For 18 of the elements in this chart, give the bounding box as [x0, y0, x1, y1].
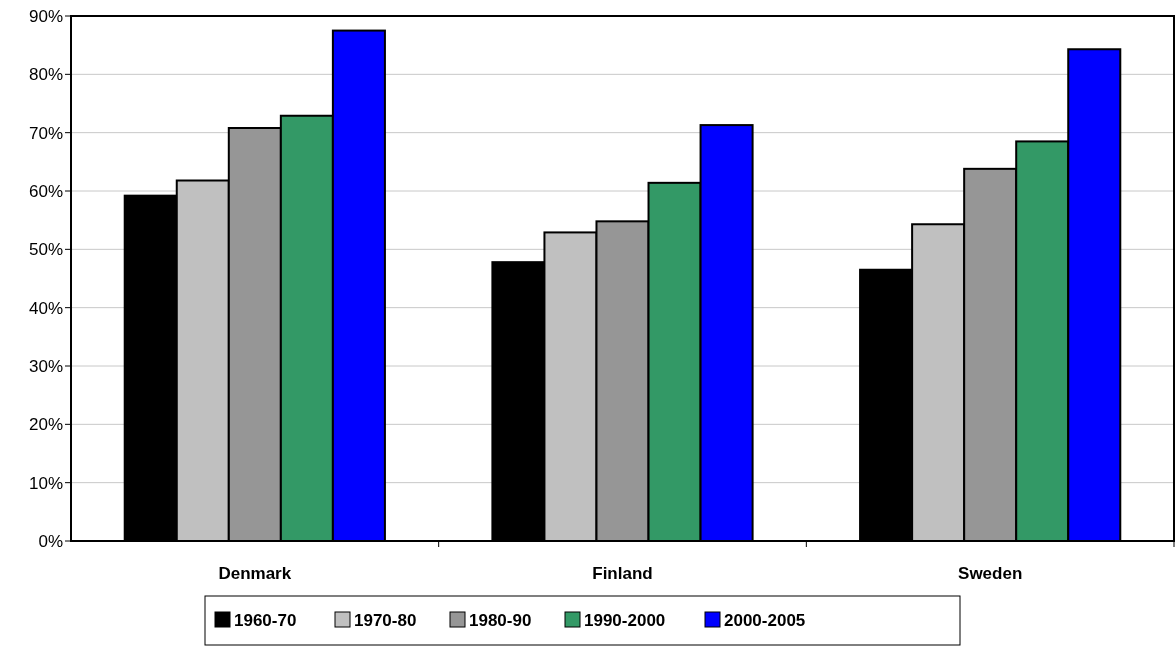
y-tick-label: 0% [38, 531, 63, 551]
legend-label: 1960-70 [234, 610, 297, 630]
y-tick-label: 10% [28, 473, 63, 493]
x-tick-label: Denmark [218, 564, 292, 583]
y-tick-label: 60% [28, 181, 63, 201]
y-tick-label: 70% [28, 123, 63, 143]
y-tick-label: 20% [28, 415, 63, 435]
y-tick-label: 90% [28, 6, 63, 26]
y-tick-label: 30% [28, 356, 63, 376]
y-tick-label: 40% [28, 298, 63, 318]
legend-label: 1990-2000 [584, 610, 666, 630]
x-tick-label: Sweden [958, 564, 1023, 583]
legend-label: 2000-2005 [724, 610, 806, 630]
legend-label: 1970-80 [354, 610, 417, 630]
y-tick-label: 80% [28, 65, 63, 85]
x-tick-label: Finland [592, 564, 653, 583]
y-tick-label: 50% [28, 240, 63, 260]
legend-label: 1980-90 [469, 610, 532, 630]
